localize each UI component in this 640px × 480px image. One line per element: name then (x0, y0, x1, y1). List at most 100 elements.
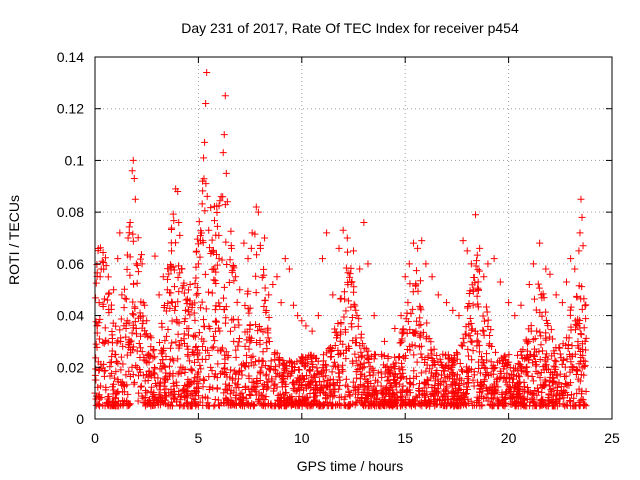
data-point (210, 343, 218, 351)
data-point (469, 301, 477, 309)
data-point (105, 289, 113, 297)
data-point (279, 376, 287, 384)
data-point (305, 377, 313, 385)
data-point (183, 380, 191, 388)
data-point (470, 401, 478, 409)
data-point (270, 381, 278, 389)
data-point (478, 361, 486, 369)
data-point (180, 317, 188, 325)
data-point (147, 334, 155, 342)
data-point (156, 365, 164, 373)
data-point (544, 394, 552, 402)
data-point (349, 359, 357, 367)
data-point (521, 383, 529, 391)
data-point (112, 368, 120, 376)
data-point (432, 370, 440, 378)
data-point (239, 393, 247, 401)
data-point (502, 378, 510, 386)
data-point (117, 353, 125, 361)
data-point (116, 229, 124, 237)
data-point (286, 393, 294, 401)
data-point (271, 356, 279, 364)
data-point (211, 217, 219, 225)
data-point (302, 322, 310, 330)
data-point (472, 262, 480, 270)
data-point (202, 100, 210, 108)
data-point (365, 355, 373, 363)
data-point (174, 187, 182, 195)
data-point (166, 356, 174, 364)
data-point (353, 399, 361, 407)
data-point (428, 350, 436, 358)
data-point (119, 360, 127, 368)
data-point (442, 351, 450, 359)
data-point (357, 398, 365, 406)
data-point (370, 350, 378, 358)
data-point (289, 379, 297, 387)
data-point (221, 385, 229, 393)
data-point (314, 357, 322, 365)
data-point (464, 352, 472, 360)
data-point (482, 370, 490, 378)
data-point (453, 349, 461, 357)
data-point (262, 307, 270, 315)
data-point (119, 342, 127, 350)
data-point (136, 344, 144, 352)
x-axis-label: GPS time / hours (297, 458, 404, 474)
data-point (414, 244, 422, 252)
data-point (161, 363, 169, 371)
data-point (329, 379, 337, 387)
data-point (417, 369, 425, 377)
data-point (242, 363, 250, 371)
data-point (172, 378, 180, 386)
data-point (558, 390, 566, 398)
data-point (479, 312, 487, 320)
data-point (123, 351, 131, 359)
data-point (188, 304, 196, 312)
data-point (525, 387, 533, 395)
data-point (147, 372, 155, 380)
data-point (328, 388, 336, 396)
data-point (214, 360, 222, 368)
data-point (390, 375, 398, 383)
data-point (287, 358, 295, 366)
chart-title: Day 231 of 2017, Rate Of TEC Index for r… (181, 20, 519, 36)
data-point (271, 363, 279, 371)
data-point (466, 314, 474, 322)
data-point (335, 385, 343, 393)
data-point (220, 294, 228, 302)
data-point (582, 334, 590, 342)
data-point (329, 362, 337, 370)
data-point (157, 346, 165, 354)
data-point (413, 358, 421, 366)
data-point (519, 346, 527, 354)
data-point (526, 388, 534, 396)
data-point (252, 391, 260, 399)
data-point (99, 401, 107, 409)
data-point (227, 366, 235, 374)
data-point (194, 289, 202, 297)
data-point (259, 386, 267, 394)
data-point (96, 315, 104, 323)
data-point (196, 361, 204, 369)
data-point (182, 296, 190, 304)
data-point (383, 377, 391, 385)
data-point (206, 244, 214, 252)
data-point (566, 350, 574, 358)
data-point (508, 371, 516, 379)
data-point (214, 346, 222, 354)
data-point (166, 304, 174, 312)
data-point (130, 175, 138, 183)
data-point (163, 332, 171, 340)
data-point (175, 368, 183, 376)
data-point (191, 316, 199, 324)
data-point (232, 370, 240, 378)
data-point (342, 381, 350, 389)
data-point (148, 383, 156, 391)
data-point (221, 92, 229, 100)
data-point (245, 385, 253, 393)
data-point (306, 390, 314, 398)
data-point (166, 402, 174, 410)
data-point (255, 323, 263, 331)
data-point (567, 303, 575, 311)
